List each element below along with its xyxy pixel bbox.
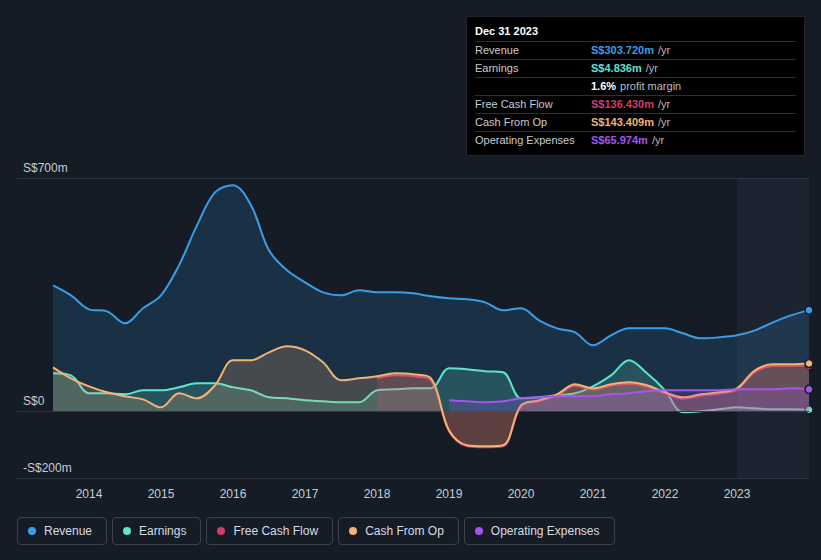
svg-text:2023: 2023 — [724, 487, 751, 501]
svg-text:S$0: S$0 — [23, 394, 45, 408]
svg-text:-S$200m: -S$200m — [23, 461, 72, 475]
html-text:1.6% profit margin: 1.6% profit margin — [591, 80, 682, 92]
html-text:S$303.720m /yr: S$303.720m /yr — [591, 44, 671, 56]
html-text:S$136.430m /yr: S$136.430m /yr — [591, 98, 671, 110]
html-text:Earnings: Earnings — [475, 62, 519, 74]
svg-text:2022: 2022 — [652, 487, 679, 501]
html-text:Earnings: Earnings — [139, 524, 187, 538]
svg-text:2018: 2018 — [364, 487, 391, 501]
html-text:Operating Expenses: Operating Expenses — [475, 134, 575, 146]
html-text:S$4.836m /yr: S$4.836m /yr — [591, 62, 658, 74]
html-text:Cash From Op: Cash From Op — [475, 116, 548, 128]
html-text:Free Cash Flow: Free Cash Flow — [233, 524, 319, 538]
svg-text:2020: 2020 — [508, 487, 535, 501]
html-text:Revenue: Revenue — [475, 44, 519, 56]
svg-text:2014: 2014 — [76, 487, 103, 501]
html-text:S$143.409m /yr: S$143.409m /yr — [591, 116, 671, 128]
svg-text:2021: 2021 — [580, 487, 607, 501]
svg-text:S$700m: S$700m — [23, 161, 68, 175]
html-text:Dec 31 2023: Dec 31 2023 — [475, 25, 538, 37]
svg-text:2017: 2017 — [292, 487, 319, 501]
html-text:Free Cash Flow: Free Cash Flow — [475, 98, 553, 110]
svg-text:2016: 2016 — [220, 487, 247, 501]
html-text:S$65.974m /yr: S$65.974m /yr — [591, 134, 665, 146]
html-text:Cash From Op: Cash From Op — [365, 524, 444, 538]
svg-text:2015: 2015 — [148, 487, 175, 501]
html-text:Revenue: Revenue — [44, 524, 92, 538]
html-text:Operating Expenses: Operating Expenses — [490, 524, 600, 538]
svg-text:2019: 2019 — [436, 487, 463, 501]
